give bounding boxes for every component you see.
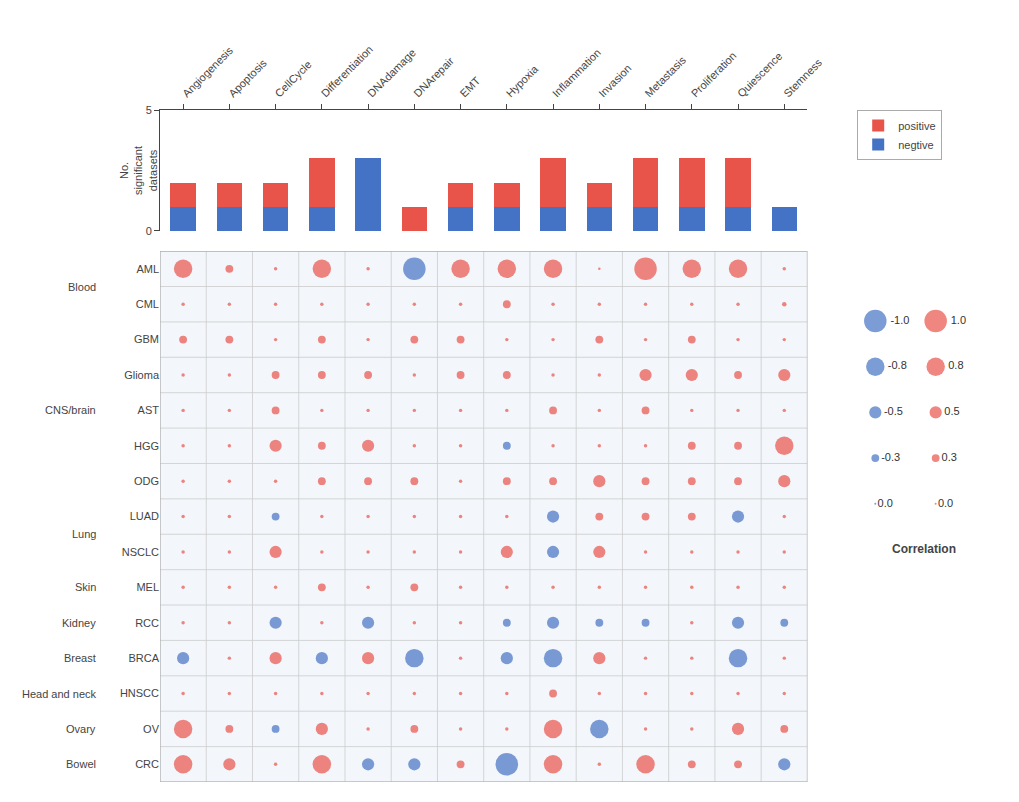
svg-text:LUAD: LUAD — [130, 510, 159, 522]
svg-text:0.3: 0.3 — [942, 451, 957, 463]
svg-text:AML: AML — [136, 263, 159, 275]
svg-text:No.significantdatasets: No.significantdatasets — [118, 146, 159, 195]
svg-text:Proliferation: Proliferation — [689, 49, 739, 99]
svg-text:Breast: Breast — [64, 652, 96, 664]
svg-text:DNAdamage: DNAdamage — [365, 46, 418, 99]
svg-text:0: 0 — [146, 225, 152, 237]
svg-text:Apoptosis: Apoptosis — [226, 56, 269, 99]
svg-text:AST: AST — [138, 404, 160, 416]
svg-text:Hypoxia: Hypoxia — [504, 62, 541, 99]
svg-text:-1.0: -1.0 — [890, 314, 909, 326]
svg-text:Stemness: Stemness — [781, 56, 824, 99]
svg-text:NSCLC: NSCLC — [122, 546, 159, 558]
svg-text:HNSCC: HNSCC — [120, 687, 159, 699]
svg-text:-0.3: -0.3 — [881, 451, 900, 463]
svg-text:1.0: 1.0 — [951, 314, 966, 326]
svg-text:5: 5 — [146, 104, 152, 116]
svg-text:Inflammation: Inflammation — [550, 46, 603, 99]
svg-text:0.8: 0.8 — [948, 359, 963, 371]
svg-text:Kidney: Kidney — [62, 617, 96, 629]
svg-text:Blood: Blood — [68, 281, 96, 293]
svg-text:HGG: HGG — [134, 440, 159, 452]
svg-text:BRCA: BRCA — [128, 652, 159, 664]
svg-text:EMT: EMT — [457, 74, 482, 99]
svg-text:Glioma: Glioma — [124, 369, 160, 381]
svg-text:Head and neck: Head and neck — [22, 688, 96, 700]
svg-text:CRC: CRC — [135, 758, 159, 770]
svg-text:-0.5: -0.5 — [884, 405, 903, 417]
svg-text:RCC: RCC — [135, 617, 159, 629]
svg-text:Bowel: Bowel — [66, 758, 96, 770]
svg-text:OV: OV — [143, 723, 160, 735]
svg-text:CNS/brain: CNS/brain — [45, 404, 96, 416]
svg-text:0.0: 0.0 — [878, 497, 893, 509]
svg-text:DNArepair: DNArepair — [411, 54, 456, 99]
svg-text:0.5: 0.5 — [944, 405, 959, 417]
svg-text:Invasion: Invasion — [596, 62, 633, 99]
svg-text:Metastasis: Metastasis — [642, 53, 688, 99]
svg-text:CML: CML — [136, 298, 159, 310]
svg-text:Differentiation: Differentiation — [319, 43, 375, 99]
svg-text:Ovary: Ovary — [66, 723, 96, 735]
svg-text:CellCycle: CellCycle — [272, 58, 313, 99]
svg-text:positive: positive — [898, 120, 935, 132]
svg-text:GBM: GBM — [134, 333, 159, 345]
svg-text:ODG: ODG — [134, 475, 159, 487]
svg-text:Lung: Lung — [72, 528, 96, 540]
svg-text:Quiescence: Quiescence — [735, 50, 785, 100]
svg-text:-0.8: -0.8 — [888, 359, 907, 371]
svg-text:0.0: 0.0 — [938, 497, 953, 509]
svg-text:MEL: MEL — [136, 581, 159, 593]
svg-text:Skin: Skin — [75, 581, 96, 593]
svg-text:Angiogenesis: Angiogenesis — [180, 44, 236, 100]
svg-text:negtive: negtive — [898, 139, 933, 151]
svg-text:Correlation: Correlation — [892, 542, 956, 556]
